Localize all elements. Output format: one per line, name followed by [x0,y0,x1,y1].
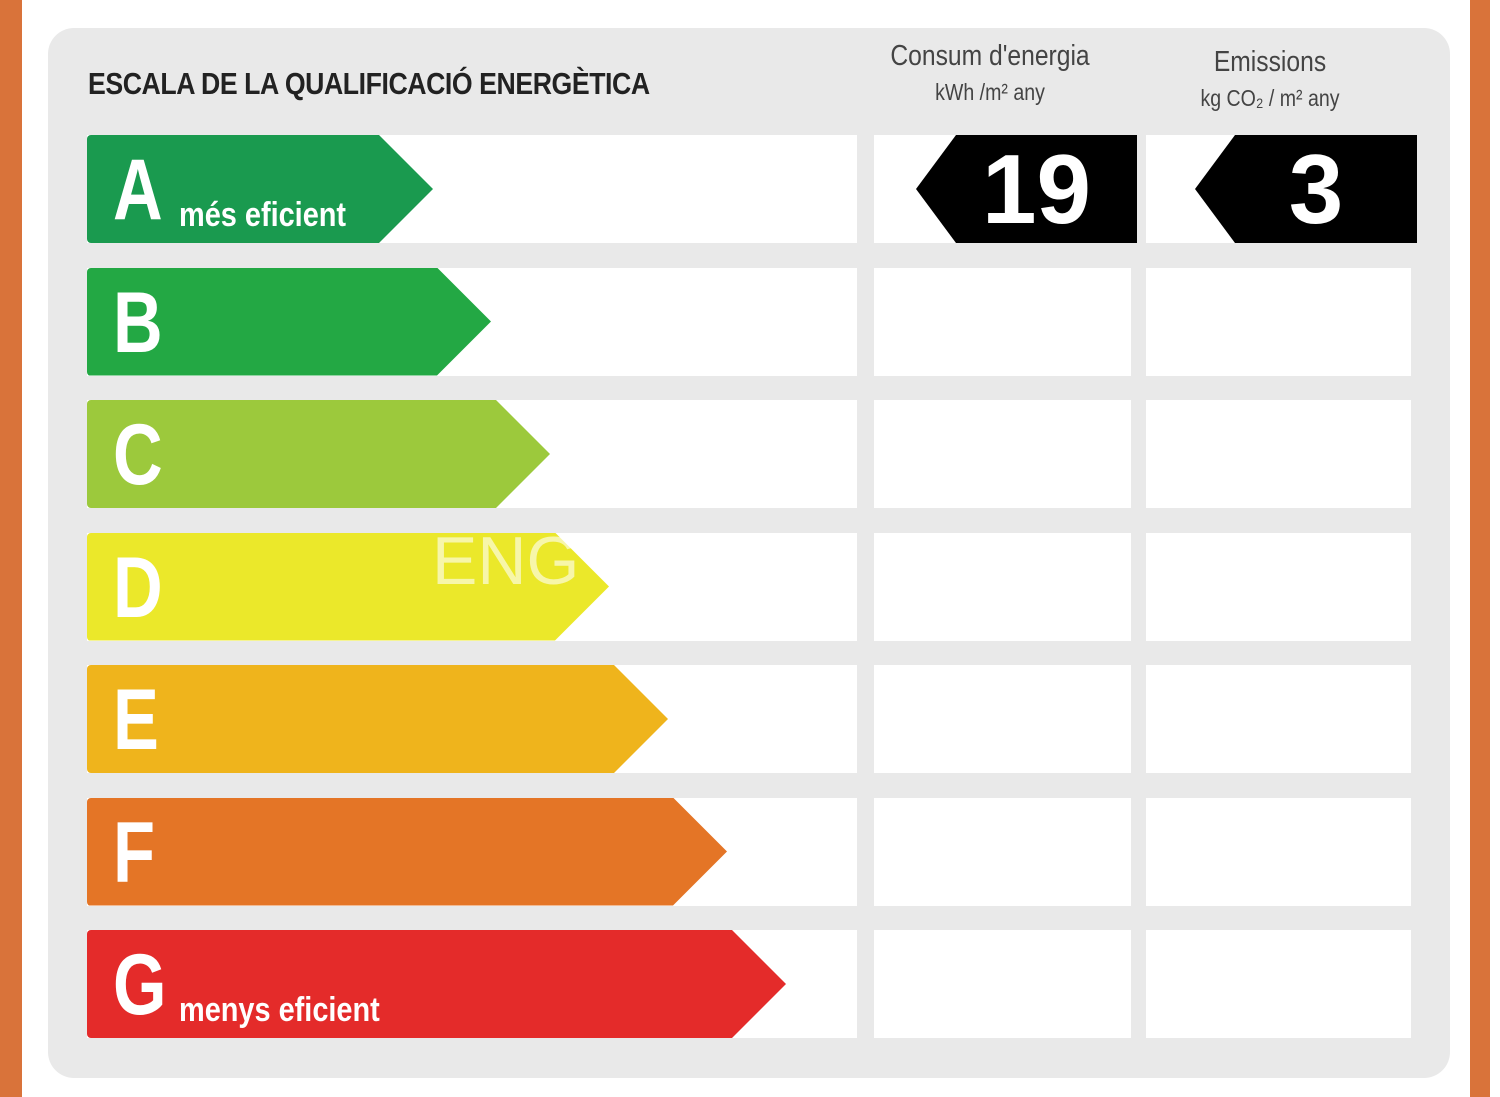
emissions-header-unit: kg CO₂ / m² any [1200,85,1340,111]
rating-letter: A [113,142,163,238]
energy-cell [874,665,1131,773]
rating-letter: E [113,672,159,768]
energy-cell [874,797,1131,906]
rating-bar-e: E [87,665,668,773]
rating-letter: G [113,937,167,1033]
emissions-cell [1146,267,1411,376]
label-title: ESCALA DE LA QUALIFICACIÓ ENERGÈTICA [88,66,650,101]
rating-bar-f: F [87,797,727,906]
rating-bar-c: C [87,400,550,508]
emissions-cell [1146,532,1411,641]
energy-header-label: Consum d'energia [890,40,1090,72]
emissions-cell [1146,797,1411,906]
energy-cell [874,532,1131,641]
energy-header: Consum d'energia kWh /m² any [880,40,1101,106]
rating-letter: D [113,539,163,636]
rating-sublabel: menys eficient [179,991,380,1029]
emissions-header: Emissions kg CO₂ / m² any [1160,46,1381,112]
emissions-cell [1146,665,1411,773]
right-border [1470,0,1490,1097]
emissions-header-label: Emissions [1213,46,1327,78]
emissions-value-arrow: 3 [1195,135,1417,243]
rating-bar-b: B [87,267,491,376]
energy-value-arrow: 19 [916,135,1137,243]
watermark: ENG [432,523,580,599]
rating-letter: B [113,274,163,371]
energy-cell [874,930,1131,1038]
energy-cell [874,267,1131,376]
rating-bar-d: D [87,532,609,641]
rating-sublabel: més eficient [179,196,347,234]
rating-letter: C [113,407,163,503]
energy-cell [874,400,1131,508]
rating-letter: F [113,804,156,901]
emissions-cell [1146,400,1411,508]
emissions-cell [1146,930,1411,1038]
energy-header-unit: kWh /m² any [935,79,1045,105]
left-border [0,0,22,1097]
